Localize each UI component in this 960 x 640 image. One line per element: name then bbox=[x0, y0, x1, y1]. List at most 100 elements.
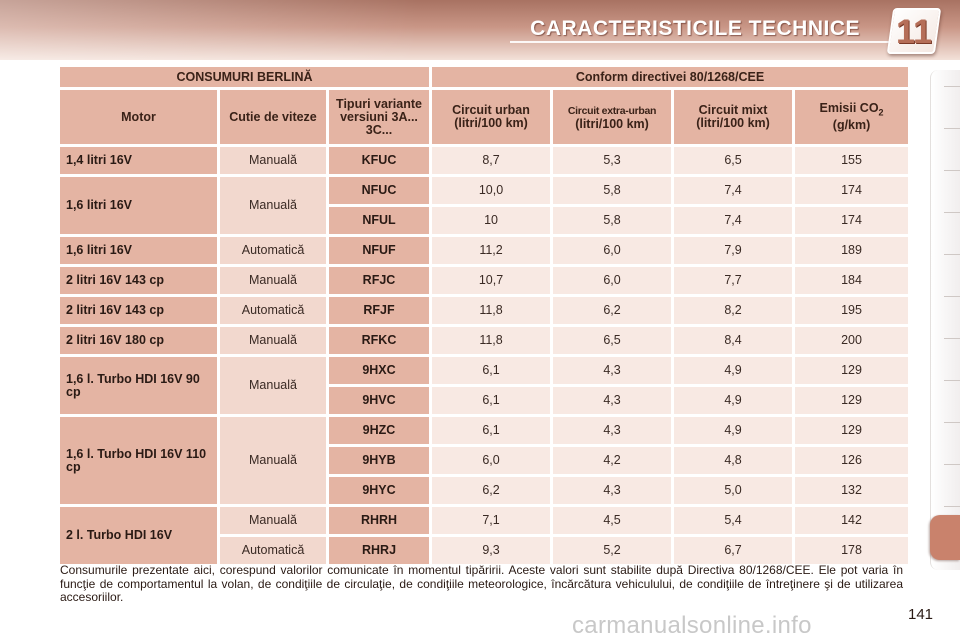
extra-urban-value-cell: 4,5 bbox=[553, 507, 672, 534]
mixed-value-cell: 4,9 bbox=[674, 417, 793, 444]
table-row: 9HYB 6,0 4,2 4,8 126 bbox=[60, 447, 909, 474]
variant-code-cell: 9HXC bbox=[329, 357, 430, 384]
motor-cell: 1,6 l. Turbo HDI 16V 110 cp bbox=[60, 417, 217, 504]
urban-value-cell: 6,1 bbox=[432, 387, 551, 414]
variant-code-cell: RHRH bbox=[329, 507, 430, 534]
mixed-value-cell: 8,4 bbox=[674, 327, 793, 354]
table-row: 2 litri 16V 143 cp Automatică RFJF 11,8 6,2 8… bbox=[60, 297, 909, 324]
co2-value-cell: 142 bbox=[795, 507, 909, 534]
motor-cell: 1,6 l. Turbo HDI 16V 90 cp bbox=[60, 357, 217, 414]
urban-value-cell: 7,1 bbox=[432, 507, 551, 534]
side-tick bbox=[944, 254, 960, 255]
extra-urban-value-cell: 5,8 bbox=[553, 207, 672, 234]
urban-value-cell: 10,0 bbox=[432, 177, 551, 204]
co2-value-cell: 184 bbox=[795, 267, 909, 294]
column-header-cutie: Cutie de viteze bbox=[220, 90, 326, 144]
urban-value-cell: 8,7 bbox=[432, 147, 551, 174]
extra-urban-value-cell: 5,2 bbox=[553, 537, 672, 564]
extra-urban-value-cell: 6,0 bbox=[553, 267, 672, 294]
gearbox-cell: Manuală bbox=[220, 327, 326, 354]
urban-value-cell: 6,0 bbox=[432, 447, 551, 474]
mixed-value-cell: 4,9 bbox=[674, 387, 793, 414]
urban-value-cell: 11,2 bbox=[432, 237, 551, 264]
side-tick bbox=[944, 338, 960, 339]
extra-urban-value-cell: 6,5 bbox=[553, 327, 672, 354]
table-row: 1,6 l. Turbo HDI 16V 90 cp Manuală 9HXC 6,1… bbox=[60, 357, 909, 414]
mixed-value-cell: 7,7 bbox=[674, 267, 793, 294]
mixed-value-cell: 7,9 bbox=[674, 237, 793, 264]
side-tick bbox=[944, 380, 960, 381]
co2-value-cell: 174 bbox=[795, 177, 909, 204]
variant-code-cell: 9HYB bbox=[329, 447, 430, 474]
page-number: 141 bbox=[908, 606, 934, 623]
extra-urban-value-cell: 6,0 bbox=[553, 237, 672, 264]
gearbox-cell: Automatică bbox=[220, 297, 326, 324]
column-header-motor: Motor bbox=[60, 90, 217, 144]
urban-value-cell: 11,8 bbox=[432, 327, 551, 354]
co2-value-cell: 195 bbox=[795, 297, 909, 324]
side-tick bbox=[944, 212, 960, 213]
co2-value-cell: 174 bbox=[795, 207, 909, 234]
urban-value-cell: 9,3 bbox=[432, 537, 551, 564]
table-row: 2 litri 16V 143 cp Manuală RFJC 10,7 6,0 7,7 1… bbox=[60, 267, 909, 294]
extra-urban-value-cell: 4,3 bbox=[553, 357, 672, 384]
gearbox-cell: Automatică bbox=[220, 237, 326, 264]
motor-cell: 2 litri 16V 180 cp bbox=[60, 327, 217, 354]
co2-value-cell: 178 bbox=[795, 537, 909, 564]
extra-urban-title: Circuit extra-urban bbox=[567, 104, 657, 117]
motor-cell: 2 l. Turbo HDI 16V bbox=[60, 507, 217, 564]
extra-urban-value-cell: 4,3 bbox=[553, 417, 672, 444]
header-underline bbox=[510, 41, 895, 43]
motor-cell: 1,4 litri 16V bbox=[60, 147, 217, 174]
variant-code-cell: RFJC bbox=[329, 267, 430, 294]
motor-cell: 1,6 litri 16V bbox=[60, 177, 217, 234]
header-band: CARACTERISTICILE TECHNICE bbox=[0, 0, 960, 60]
column-header-tipuri: Tipuri variante versiuni 3A... 3C... bbox=[329, 90, 430, 144]
variant-code-cell: RHRJ bbox=[329, 537, 430, 564]
emisii-label: Emisii CO bbox=[819, 100, 879, 115]
chapter-tab-active[interactable] bbox=[930, 515, 960, 560]
variant-code-cell: 9HYC bbox=[329, 477, 430, 504]
mixed-value-cell: 8,2 bbox=[674, 297, 793, 324]
gearbox-cell: Manuală bbox=[220, 177, 326, 234]
side-tick bbox=[944, 422, 960, 423]
column-header-emisii: Emisii CO2 (g/km) bbox=[795, 90, 909, 144]
side-tick bbox=[944, 86, 960, 87]
variant-code-cell: RFJF bbox=[329, 297, 430, 324]
co2-value-cell: 200 bbox=[795, 327, 909, 354]
table-row: 2 l. Turbo HDI 16V Manuală RHRH 7,1 4,5 5,4 14… bbox=[60, 507, 909, 564]
page-title: CARACTERISTICILE TECHNICE bbox=[530, 17, 860, 40]
urban-value-cell: 10,7 bbox=[432, 267, 551, 294]
extra-urban-value-cell: 4,2 bbox=[553, 447, 672, 474]
co2-value-cell: 126 bbox=[795, 447, 909, 474]
emisii-subscript: 2 bbox=[878, 107, 884, 118]
variant-code-cell: 9HVC bbox=[329, 387, 430, 414]
variant-code-cell: KFUC bbox=[329, 147, 430, 174]
co2-value-cell: 129 bbox=[795, 357, 909, 384]
urban-value-cell: 6,2 bbox=[432, 477, 551, 504]
chapter-number: 11 bbox=[896, 13, 932, 51]
extra-urban-value-cell: 4,3 bbox=[553, 477, 672, 504]
urban-value-cell: 6,1 bbox=[432, 357, 551, 384]
motor-cell: 1,6 litri 16V bbox=[60, 237, 217, 264]
mixed-value-cell: 4,8 bbox=[674, 447, 793, 474]
extra-urban-value-cell: 5,3 bbox=[553, 147, 672, 174]
mixed-value-cell: 6,5 bbox=[674, 147, 793, 174]
gearbox-cell: Automatică bbox=[220, 537, 326, 564]
mixed-value-cell: 7,4 bbox=[674, 207, 793, 234]
table-row: 1,6 l. Turbo HDI 16V 110 cp Manuală 9HZC 6,… bbox=[60, 417, 909, 504]
mixed-value-cell: 5,0 bbox=[674, 477, 793, 504]
urban-value-cell: 11,8 bbox=[432, 297, 551, 324]
co2-value-cell: 155 bbox=[795, 147, 909, 174]
column-header-mixt: Circuit mixt (litri/100 km) bbox=[674, 90, 793, 144]
table-row: 1,6 litri 16V Automatică NFUF 11,2 6,0 7,9 189 bbox=[60, 237, 909, 264]
emisii-unit: (g/km) bbox=[832, 118, 871, 133]
variant-code-cell: RFKC bbox=[329, 327, 430, 354]
footnote: Consumurile prezentate aici, corespund v… bbox=[60, 563, 903, 604]
side-tick bbox=[944, 506, 960, 507]
table-title-right: Conform directivei 80/1268/CEE bbox=[432, 67, 909, 87]
gearbox-cell: Manuală bbox=[220, 147, 326, 174]
co2-value-cell: 129 bbox=[795, 387, 909, 414]
variant-code-cell: NFUC bbox=[329, 177, 430, 204]
table-row: 2 litri 16V 180 cp Manuală RFKC 11,8 6,5 8,4 2… bbox=[60, 327, 909, 354]
